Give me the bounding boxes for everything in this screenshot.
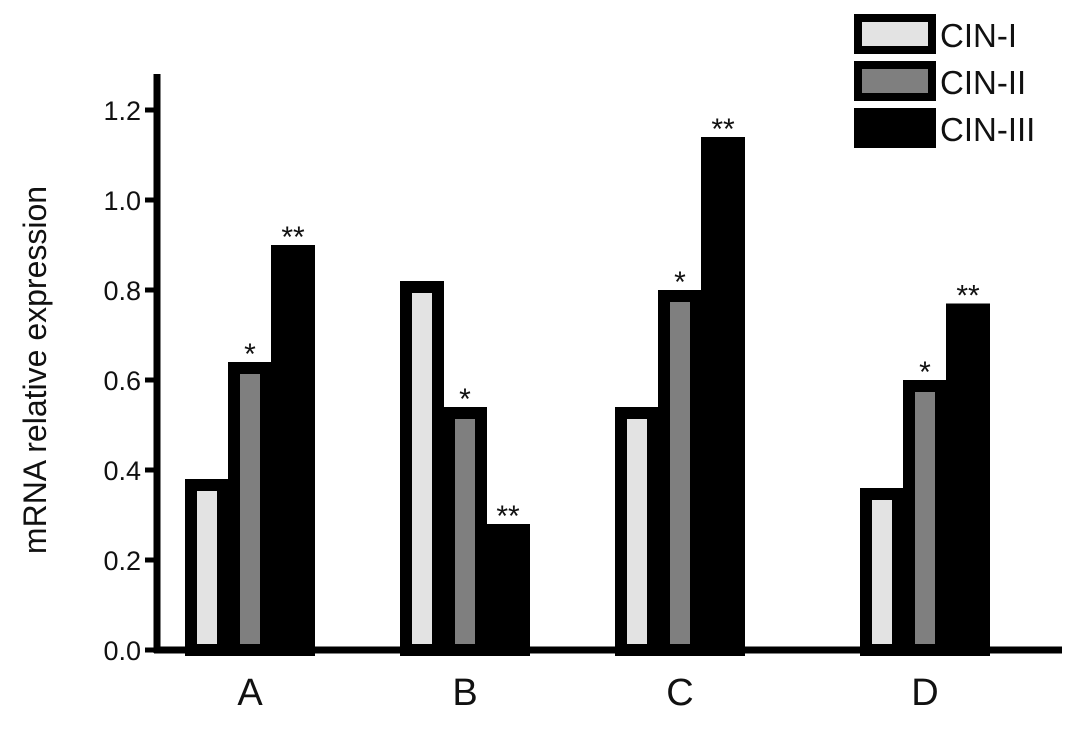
y-tick-label: 0.2 (103, 546, 141, 576)
y-tick-label: 1.0 (103, 186, 141, 216)
significance-marker: ** (496, 500, 520, 533)
legend-label-cin-iii: CIN-III (940, 111, 1035, 148)
plot-area: ***A***B***C***D0.00.20.40.60.81.01.2 (103, 74, 1062, 714)
y-tick-label: 0.6 (103, 366, 141, 396)
y-tick-label: 0.8 (103, 276, 141, 306)
x-tick-label: B (452, 672, 477, 714)
y-axis-label: mRNA relative expression (17, 186, 53, 554)
significance-marker: * (674, 266, 686, 299)
x-tick-label: A (237, 672, 263, 714)
bar-b-cin-ii (443, 407, 487, 656)
legend-swatch-cin-i (854, 14, 936, 54)
legend-label-cin-ii: CIN-II (940, 64, 1026, 101)
legend-swatch-cin-iii (854, 108, 936, 148)
y-tick-label: 0.0 (103, 636, 141, 666)
legend-swatch-cin-ii (854, 61, 936, 101)
bar-a-cin-ii (228, 362, 272, 656)
legend: CIN-I CIN-II CIN-III (854, 14, 1035, 148)
bar-c-cin-ii (658, 290, 702, 656)
bar-d-cin-i (860, 488, 904, 656)
significance-marker: * (459, 383, 471, 416)
x-tick-label: C (666, 672, 693, 714)
significance-marker: * (244, 338, 256, 371)
significance-marker: * (919, 356, 931, 389)
y-tick-label: 0.4 (103, 456, 141, 486)
significance-marker: ** (281, 221, 305, 254)
bar-d-cin-iii (946, 303, 990, 656)
legend-label-cin-i: CIN-I (940, 17, 1017, 54)
bar-c-cin-i (615, 407, 659, 656)
significance-marker: ** (956, 280, 980, 313)
bar-b-cin-iii (486, 524, 530, 656)
significance-marker: ** (711, 113, 735, 146)
bar-d-cin-ii (903, 380, 947, 656)
bar-a-cin-i (185, 479, 229, 656)
x-tick-label: D (911, 672, 938, 714)
bar-c-cin-iii (701, 137, 745, 656)
bar-b-cin-i (400, 281, 444, 656)
y-tick-label: 1.2 (103, 96, 141, 126)
bar-a-cin-iii (271, 245, 315, 656)
